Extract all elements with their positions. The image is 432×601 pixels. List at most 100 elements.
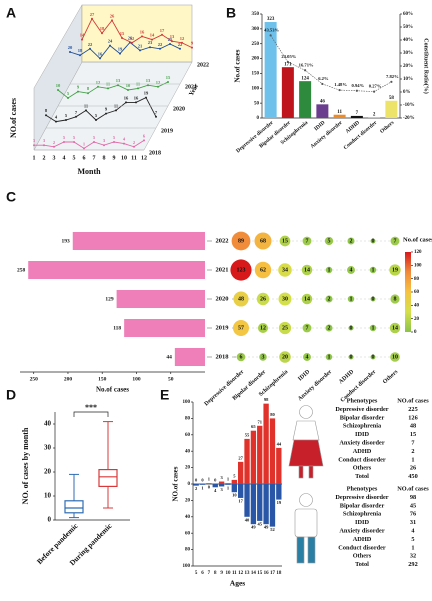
y2-tick-label: 30% bbox=[403, 51, 413, 56]
bubble-label: 4 bbox=[306, 354, 309, 360]
x-axis-title: No.of cases bbox=[96, 386, 129, 394]
y2-tick-label: 40% bbox=[403, 38, 413, 43]
bubble-label: 123 bbox=[237, 267, 246, 273]
point-label: 22 bbox=[158, 42, 163, 47]
x-tick-label: 6 bbox=[201, 571, 204, 576]
table-cell: Schizophrenia bbox=[343, 511, 382, 518]
y-tick-label: 20 bbox=[185, 499, 191, 504]
ratio-point bbox=[269, 34, 272, 37]
table-cell: Others bbox=[353, 465, 372, 472]
bar-label: 0 bbox=[201, 478, 204, 483]
bubble bbox=[230, 259, 252, 281]
colorbar-tick-label: 20 bbox=[414, 317, 420, 322]
table-cell: 126 bbox=[408, 414, 417, 421]
bar-label: 3 bbox=[220, 475, 223, 480]
table-cell: Conduct disorder bbox=[338, 544, 386, 551]
y-tick-label: 80 bbox=[185, 548, 191, 553]
point bbox=[127, 89, 129, 91]
y-axis-title: No.of cases bbox=[234, 49, 242, 82]
point-label: 5 bbox=[73, 135, 76, 140]
ratio-label: 1.48% bbox=[334, 82, 347, 87]
bar bbox=[206, 483, 212, 484]
point-label: 18 bbox=[78, 48, 83, 53]
table-cell: 76 bbox=[410, 511, 416, 518]
bar bbox=[116, 290, 205, 308]
point bbox=[63, 141, 65, 143]
category-label: Others bbox=[379, 120, 395, 135]
bar-label: 98 bbox=[264, 397, 269, 402]
female-icon bbox=[288, 405, 324, 479]
bubble-label: 1 bbox=[350, 296, 353, 302]
y-tick-label: 150 bbox=[252, 72, 260, 77]
bar bbox=[264, 22, 277, 118]
point-label: 23 bbox=[148, 40, 153, 45]
year-label: 2018 bbox=[216, 353, 230, 360]
bar bbox=[263, 403, 269, 484]
bubble bbox=[236, 352, 246, 362]
ratio-point bbox=[390, 80, 393, 83]
panel-label: D bbox=[6, 387, 16, 403]
point-label: 16 bbox=[98, 51, 103, 56]
point bbox=[145, 96, 147, 99]
bar-label: 129 bbox=[105, 296, 114, 302]
bar bbox=[218, 484, 225, 487]
bubble-label: 7 bbox=[306, 325, 309, 331]
bubble-label: 2 bbox=[350, 238, 353, 244]
ratio-point bbox=[338, 88, 341, 92]
panel-label: E bbox=[160, 387, 169, 403]
point bbox=[67, 97, 69, 99]
table-cell: 292 bbox=[408, 561, 417, 568]
point bbox=[113, 141, 115, 143]
bar bbox=[199, 484, 206, 485]
bar-label: 1 bbox=[208, 477, 211, 482]
y-tick-label: 350 bbox=[252, 12, 260, 17]
table-cell: 15 bbox=[410, 431, 416, 438]
point bbox=[123, 142, 125, 145]
bubble bbox=[348, 354, 354, 360]
x-tick-label: 17 bbox=[270, 571, 276, 576]
bar-label: 58 bbox=[389, 96, 395, 101]
month-label: 8 bbox=[103, 155, 106, 161]
bubble bbox=[232, 319, 250, 337]
y-tick-label: 100 bbox=[252, 86, 260, 91]
point-label: 15 bbox=[166, 75, 171, 80]
bubble bbox=[390, 294, 400, 304]
point bbox=[83, 147, 85, 150]
colorbar-tick-label: 0 bbox=[414, 330, 417, 335]
point bbox=[133, 145, 135, 148]
table-cell: 450 bbox=[408, 473, 417, 480]
bubble bbox=[259, 353, 267, 361]
point bbox=[79, 54, 81, 57]
point bbox=[155, 115, 157, 118]
bar bbox=[350, 115, 363, 118]
category-label: IDID bbox=[297, 369, 311, 383]
point-label: 10 bbox=[56, 83, 61, 88]
bar-label: 80 bbox=[270, 412, 275, 417]
x-axis-title: Month bbox=[77, 167, 101, 176]
point bbox=[157, 85, 159, 88]
ratio-point bbox=[321, 82, 324, 86]
x-tick-label: 12 bbox=[238, 571, 244, 576]
bar bbox=[174, 348, 205, 366]
point-label: 16 bbox=[134, 95, 139, 100]
x-tick-label: 15 bbox=[257, 571, 263, 576]
point bbox=[91, 17, 93, 20]
bar bbox=[368, 117, 381, 118]
point-label: 12 bbox=[96, 80, 101, 85]
bubble-label: 4 bbox=[350, 267, 353, 273]
bubble-label: 14 bbox=[304, 267, 310, 273]
year-label: 2019 bbox=[216, 324, 230, 331]
point-label: 13 bbox=[170, 34, 175, 39]
bar-label: 3 bbox=[220, 487, 223, 492]
point-label: 4 bbox=[55, 115, 58, 120]
line bbox=[69, 41, 181, 60]
point bbox=[97, 85, 99, 88]
ratio-label: 7.82% bbox=[386, 74, 399, 79]
bar-label: 193 bbox=[62, 238, 71, 244]
table-cell: Anxiety disorder bbox=[339, 527, 385, 534]
month-label: 7 bbox=[93, 155, 96, 161]
bar-label: 71 bbox=[258, 419, 263, 424]
month-label: 11 bbox=[131, 155, 137, 161]
year-label: 2021 bbox=[185, 84, 197, 90]
